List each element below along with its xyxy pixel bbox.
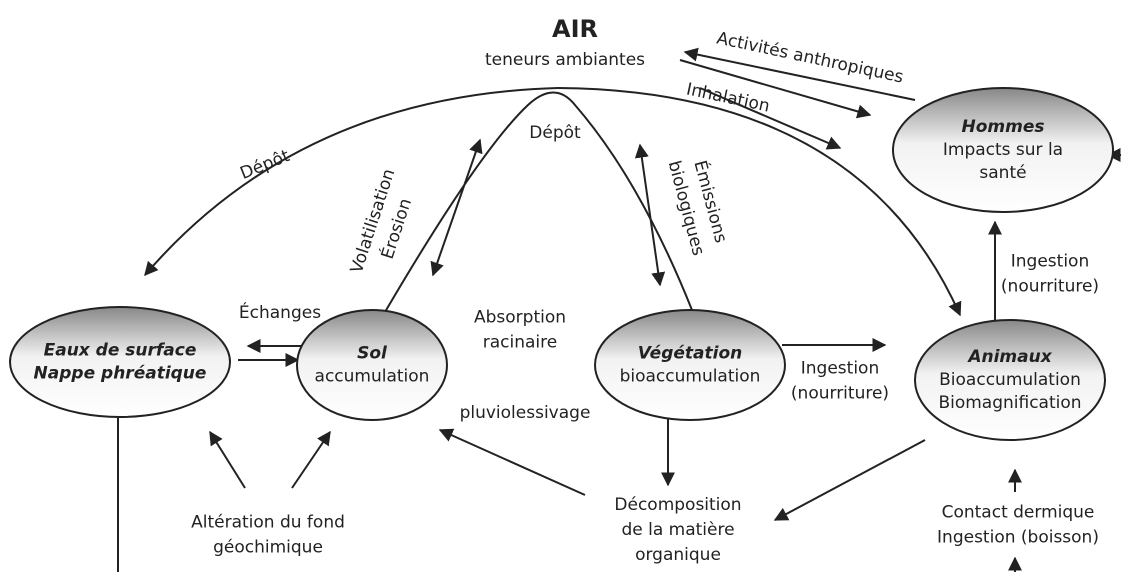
- edge-label: Ingestion: [801, 359, 879, 379]
- node-text: Impacts sur la: [943, 140, 1063, 160]
- edge-label: (nourriture): [1001, 277, 1099, 297]
- air-subtitle: teneurs ambiantes: [485, 50, 645, 70]
- edge-label: géochimique: [213, 538, 323, 558]
- node-title: Eaux de surface: [44, 341, 197, 361]
- edge-label: Décomposition: [614, 495, 741, 515]
- node-title: Sol: [357, 344, 388, 364]
- edge-label: Contact dermique: [942, 503, 1095, 523]
- edge-label: de la matière: [621, 520, 734, 540]
- edge-label: Altération du fond: [191, 513, 345, 533]
- node-text: santé: [979, 163, 1026, 183]
- node-shape: [892, 87, 1114, 213]
- edge-label: Absorption: [474, 308, 566, 328]
- edge-label: (nourriture): [791, 384, 889, 404]
- air-title: AIR: [552, 15, 598, 43]
- node-shape: [9, 306, 231, 418]
- edge-label: organique: [635, 545, 721, 565]
- node-text: bioaccumulation: [620, 367, 761, 387]
- edge-label: pluviolessivage: [460, 403, 591, 423]
- arrows: [117, 47, 1121, 572]
- node-shape: [914, 319, 1106, 441]
- node-text: Biomagnification: [938, 393, 1081, 413]
- node-text: Nappe phréatique: [34, 364, 207, 384]
- edge-label: racinaire: [483, 333, 557, 353]
- edge-label: Ingestion (boisson): [937, 528, 1099, 548]
- edge-label: Dépôt: [237, 146, 292, 184]
- edge-label: Dépôt: [529, 123, 581, 143]
- node-title: Animaux: [966, 347, 1052, 367]
- node-text: Bioaccumulation: [939, 370, 1081, 390]
- node-shape: [296, 309, 448, 421]
- edge-label: Ingestion: [1011, 252, 1089, 272]
- edge-label: Échanges: [239, 301, 321, 323]
- node-shape: [594, 309, 786, 421]
- node-title: Végétation: [638, 344, 742, 364]
- node-title: Hommes: [962, 117, 1045, 137]
- node-text: accumulation: [315, 367, 430, 387]
